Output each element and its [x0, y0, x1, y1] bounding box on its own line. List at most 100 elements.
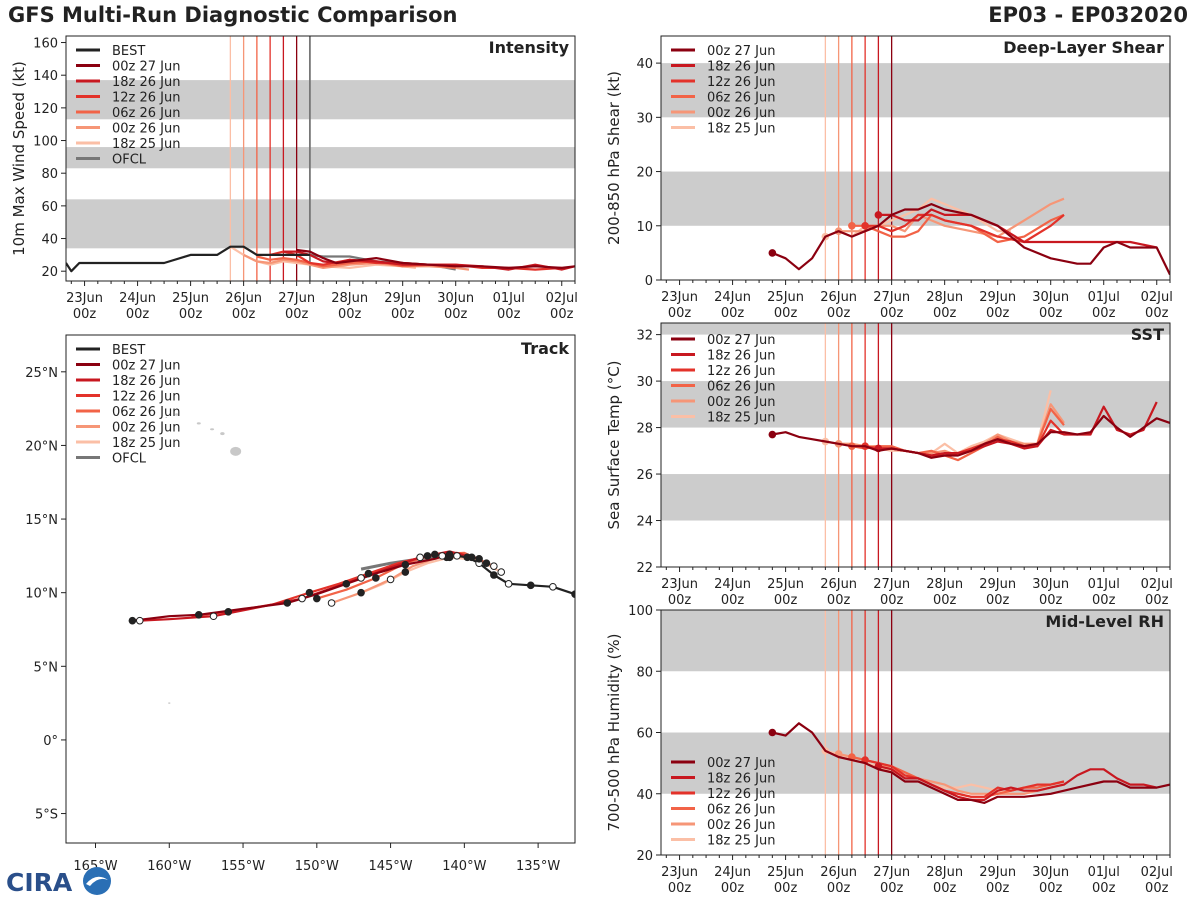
cira-logo-globe: [83, 867, 111, 895]
track-ytick-label: 5°S: [35, 808, 58, 823]
track-legend-label-00z-26-jun: 00z 26 Jun: [112, 421, 181, 436]
intensity-xtick-label-hour: 00z: [126, 307, 150, 322]
track-island-5: [165, 416, 168, 419]
track-island-3: [196, 422, 201, 425]
track-legend-label-12z-26-jun: 12z 26 Jun: [112, 390, 181, 405]
shear-init-marker-18z-26-jun: [874, 211, 883, 219]
intensity-ytick-label: 20: [41, 265, 58, 280]
track-point-00z-26-jun: [438, 552, 447, 560]
track-island-1: [220, 432, 225, 436]
track-point-00z-27-jun: [194, 610, 203, 619]
track-point-12z-26-jun: [224, 608, 233, 616]
track-island-6: [168, 702, 171, 704]
shear-legend-label-00z-26-jun: 00z 26 Jun: [707, 106, 776, 121]
sst-xtick-label-day: 25Jun: [767, 577, 804, 592]
rh-legend-label-18z-26-jun: 18z 26 Jun: [707, 772, 776, 787]
shear-xtick-label-day: 24Jun: [714, 290, 751, 305]
shear-xtick-label-hour: 00z: [880, 306, 904, 321]
intensity-band-2: [66, 80, 575, 120]
rh-ylabel: 700-500 hPa Humidity (%): [605, 633, 623, 831]
track-ytick-label: 15°N: [25, 513, 58, 528]
track-island-0: [230, 446, 242, 456]
sst-xtick-label-day: 26Jun: [820, 577, 857, 592]
sst-xtick-label-hour: 00z: [1039, 593, 1063, 608]
shear-xtick-label-day: 30Jun: [1032, 290, 1069, 305]
intensity-xtick-label-day: 27Jun: [278, 291, 315, 306]
intensity-frame: [65, 35, 576, 282]
shear-xtick-label-hour: 00z: [1092, 306, 1116, 321]
intensity-xtick-label-day: 25Jun: [172, 291, 209, 306]
rh-xtick-label-day: 01Jul: [1088, 865, 1120, 880]
rh-xtick-label-day: 02Jul: [1141, 865, 1173, 880]
sst-ytick-label: 26: [636, 468, 653, 483]
track-point-00z-26-jun: [327, 599, 336, 607]
intensity-ylabel: 10m Max Wind Speed (kt): [10, 61, 28, 256]
sst-xtick-label-hour: 00z: [827, 593, 851, 608]
track-legend-label-ofcl: OFCL: [112, 452, 147, 467]
shear-xtick-label-day: 23Jun: [661, 290, 698, 305]
intensity-ytick-label: 160: [33, 37, 58, 52]
intensity-legend-label-00z-26-jun: 00z 26 Jun: [112, 122, 181, 137]
intensity-xtick-label-day: 26Jun: [225, 291, 262, 306]
rh-band-1: [661, 610, 1170, 672]
shear-xtick-label-hour: 00z: [1039, 306, 1063, 321]
sst-legend-label-00z-26-jun: 00z 26 Jun: [707, 395, 776, 410]
intensity-legend-label-best: BEST: [112, 44, 145, 59]
shear-xtick-label-day: 29Jun: [979, 290, 1016, 305]
sst-xtick-label-day: 30Jun: [1032, 577, 1069, 592]
cira-logo-swirl: [86, 876, 108, 886]
shear-xtick-label-hour: 00z: [933, 306, 957, 321]
track-point-best: [549, 582, 557, 591]
sst-band-2: [661, 323, 1170, 335]
rh-xtick-label-hour: 00z: [1092, 881, 1116, 896]
sst-legend-label-00z-27-jun: 00z 27 Jun: [707, 333, 776, 348]
track-point-06z-26-jun: [313, 594, 321, 603]
rh-series-00z-27-jun: [772, 722, 1170, 805]
intensity-xtick-label-hour: 00z: [391, 307, 415, 322]
track-island-2: [210, 428, 215, 431]
rh-xtick-label-hour: 00z: [827, 881, 851, 896]
shear-ytick-label: 40: [636, 57, 653, 72]
sst-xtick-label-hour: 00z: [986, 593, 1010, 608]
shear-xtick-label-day: 02Jul: [1141, 290, 1173, 305]
intensity-xtick-label-hour: 00z: [179, 307, 203, 322]
sst-series-00z-27-jun: [772, 414, 1170, 459]
rh-ytick-label: 60: [636, 727, 653, 742]
intensity-legend-label-ofcl: OFCL: [112, 153, 147, 168]
intensity-xtick-label-day: 24Jun: [119, 291, 156, 306]
rh-xtick-label-hour: 00z: [1145, 881, 1169, 896]
rh-xtick-label-day: 28Jun: [926, 865, 963, 880]
sst-xtick-label-day: 01Jul: [1088, 577, 1120, 592]
shear-xtick-label-hour: 00z: [827, 306, 851, 321]
track-series-06z-26-jun: [316, 551, 487, 600]
sst-xtick-label-hour: 00z: [1092, 593, 1116, 608]
sst-xtick-label-day: 24Jun: [714, 577, 751, 592]
track-point-12z-26-jun: [364, 569, 373, 578]
sst-ytick-label: 24: [636, 515, 653, 530]
shear-panel: 01020304023Jun00z24Jun00z25Jun00z26Jun00…: [605, 35, 1173, 321]
rh-series-12z-26-jun: [864, 759, 1065, 798]
sst-xtick-label-hour: 00z: [880, 593, 904, 608]
sst-xtick-label-day: 28Jun: [926, 577, 963, 592]
rh-init-marker-00z-27-jun: [768, 728, 777, 737]
intensity-xtick-label-day: 28Jun: [331, 291, 368, 306]
track-legend-label-00z-27-jun: 00z 27 Jun: [112, 359, 181, 374]
figure-title: GFS Multi-Run Diagnostic Comparison: [8, 3, 458, 27]
track-point-best: [526, 581, 535, 590]
track-legend-label-06z-26-jun: 06z 26 Jun: [112, 405, 181, 420]
intensity-band-1: [66, 147, 575, 169]
shear-xtick-label-day: 28Jun: [926, 290, 963, 305]
intensity-xtick-label-day: 01Jul: [493, 291, 525, 306]
sst-xtick-label-day: 02Jul: [1141, 577, 1173, 592]
sst-xtick-label-day: 29Jun: [979, 577, 1016, 592]
rh-xtick-label-hour: 00z: [880, 881, 904, 896]
shear-xtick-label-hour: 00z: [668, 306, 692, 321]
track-legend-label-best: BEST: [112, 343, 145, 358]
track-point-00z-27-jun: [283, 599, 292, 607]
shear-xtick-label-hour: 00z: [774, 306, 798, 321]
sst-band-0: [661, 474, 1170, 521]
track-xtick-label: 145°W: [368, 859, 412, 874]
intensity-xtick-label-hour: 00z: [232, 307, 256, 322]
intensity-ytick-label: 100: [33, 135, 58, 150]
cira-logo: CIRA: [6, 867, 111, 897]
